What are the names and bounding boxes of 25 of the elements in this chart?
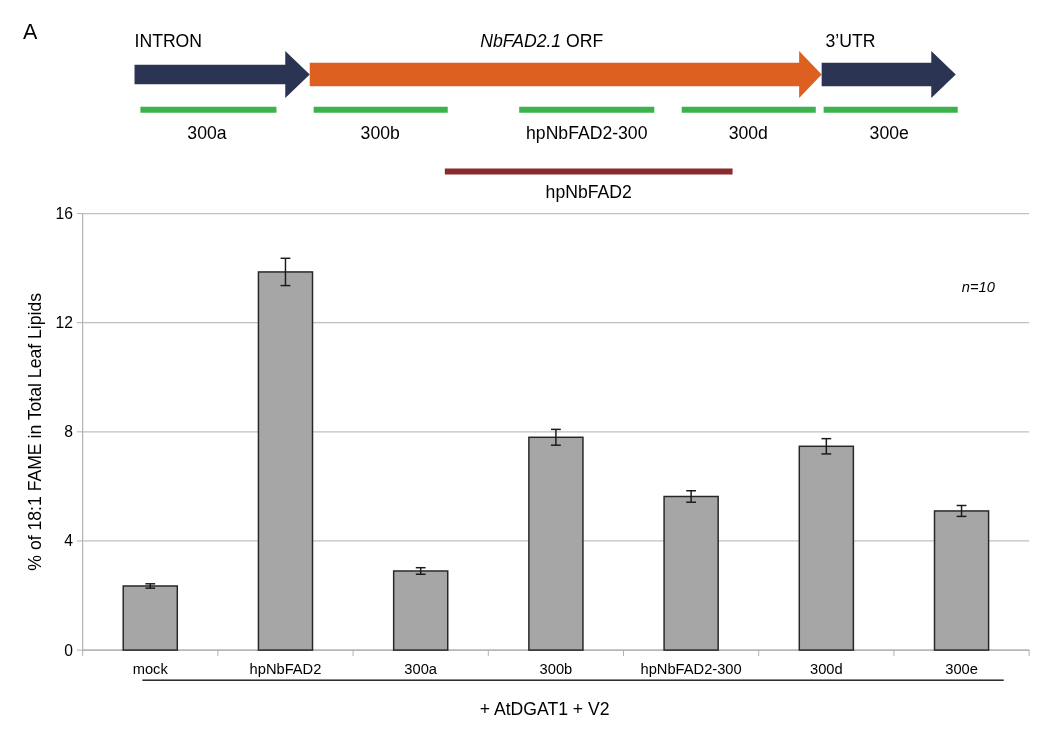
y-tick-label: 4 [64,532,74,550]
x-tick-label: 300a [404,660,438,677]
text: 300e [869,123,909,144]
y-tick-label: 8 [64,423,74,441]
text: A [22,20,38,45]
text: 300b [360,123,400,144]
text: NbFAD2.1 ORF [480,31,604,52]
text: INTRON [134,31,203,52]
text: hpNbFAD2-300 [526,123,648,144]
x-tick-label: hpNbFAD2-300 [640,660,742,677]
annotation: n=10 [961,278,996,295]
x-tick-label: 300b [539,660,573,677]
x-tick-label: 300e [945,660,978,677]
y-tick-label: 12 [55,314,73,332]
x-tick-label: 300d [810,660,843,677]
text: hpNbFAD2 [545,181,632,202]
text: 3’UTR [825,31,876,52]
text: 300a [187,123,227,144]
text: 300d [728,123,768,144]
x-axis-title: + AtDGAT1 + V2 [479,698,610,719]
y-tick-label: 0 [64,641,74,659]
x-tick-label: hpNbFAD2 [249,660,322,677]
x-tick-label: mock [132,660,169,677]
y-axis-title: % of 18:1 FAME in Total Leaf Lipids [24,292,45,571]
y-tick-label: 16 [55,205,74,223]
